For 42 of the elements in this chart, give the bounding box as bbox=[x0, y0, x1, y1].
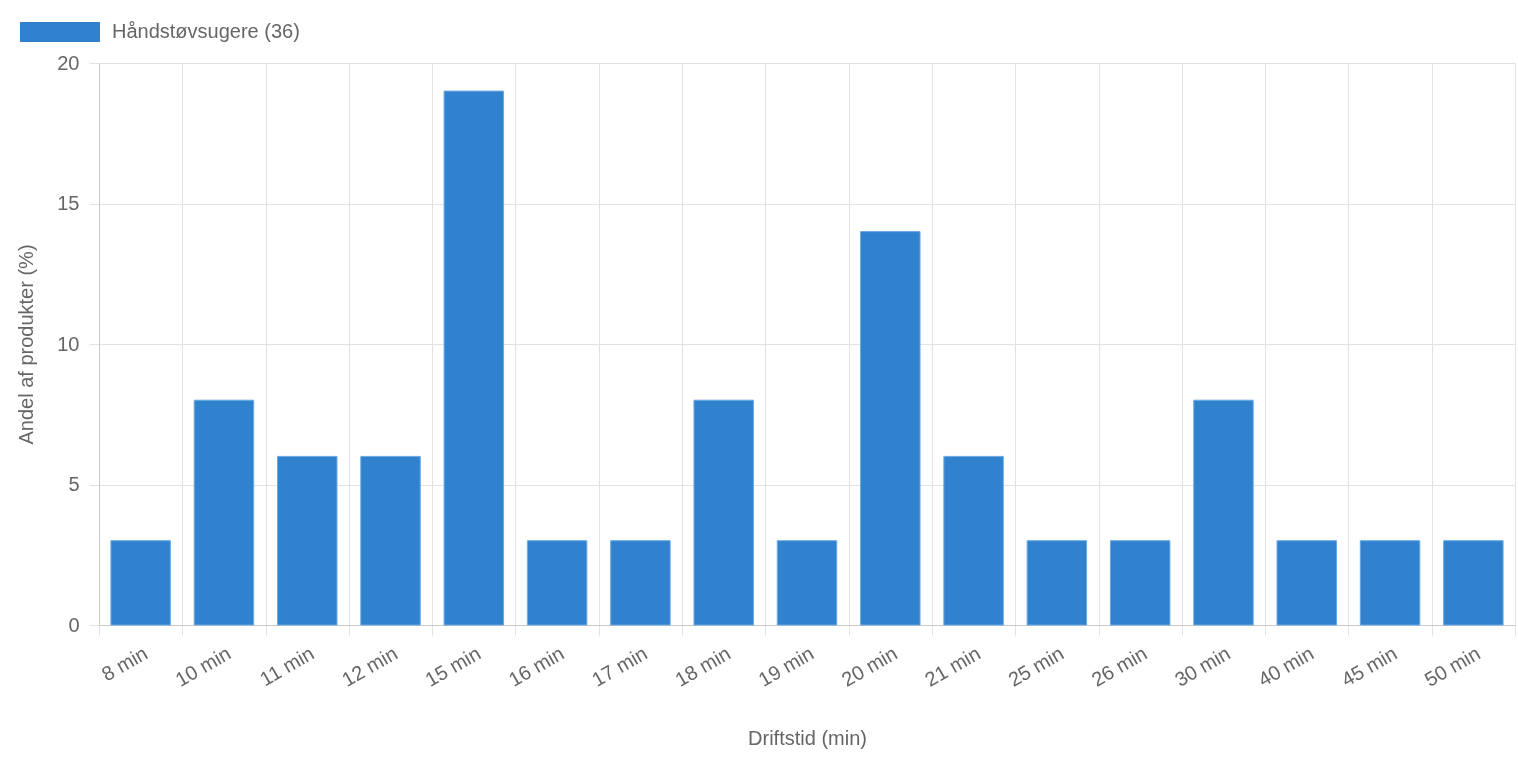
bar bbox=[610, 540, 671, 626]
bar bbox=[1359, 540, 1421, 626]
x-tick-label: 25 min bbox=[1004, 641, 1068, 691]
y-axis-title: Andel af produkter (%) bbox=[15, 244, 38, 445]
x-tick-label: 8 min bbox=[97, 641, 152, 686]
x-tick-label: 10 min bbox=[171, 641, 235, 691]
x-tick-label: 12 min bbox=[338, 641, 402, 691]
x-tick-label: 26 min bbox=[1087, 641, 1151, 691]
y-tick-label: 15 bbox=[57, 192, 80, 214]
x-tick-label: 21 min bbox=[921, 641, 985, 691]
bar bbox=[443, 90, 505, 626]
bar bbox=[360, 455, 421, 626]
x-tick-label: 15 min bbox=[421, 641, 485, 691]
x-tick-label: 45 min bbox=[1337, 641, 1401, 691]
bar bbox=[860, 231, 921, 626]
x-tick-label: 11 min bbox=[256, 641, 318, 691]
bar bbox=[1276, 540, 1337, 626]
bar bbox=[776, 540, 838, 626]
bar bbox=[193, 399, 255, 626]
x-tick-label: 20 min bbox=[837, 641, 901, 691]
y-tick-label: 5 bbox=[68, 473, 80, 495]
y-tick-label: 0 bbox=[68, 613, 80, 636]
bar bbox=[526, 540, 588, 626]
x-tick-label: 17 min bbox=[587, 641, 651, 691]
bar bbox=[277, 455, 338, 626]
x-tick-label: 16 min bbox=[504, 641, 568, 691]
bar bbox=[693, 399, 754, 626]
x-tick-label: 18 min bbox=[671, 641, 735, 691]
bar bbox=[110, 540, 171, 626]
bar bbox=[1443, 540, 1504, 626]
bar bbox=[1193, 399, 1254, 626]
x-tick-label: 40 min bbox=[1254, 641, 1318, 691]
y-tick-label: 20 bbox=[57, 51, 80, 74]
x-tick-label: 50 min bbox=[1420, 641, 1484, 691]
x-tick-label: 30 min bbox=[1170, 641, 1234, 691]
x-tick-label: 19 min bbox=[754, 641, 818, 691]
legend-label: Håndstøvsugere (36) bbox=[112, 20, 300, 42]
y-tick-label: 10 bbox=[57, 332, 80, 355]
bar bbox=[1026, 540, 1088, 626]
bar bbox=[943, 455, 1004, 626]
x-axis-title: Driftstid (min) bbox=[748, 726, 867, 749]
bar bbox=[1109, 540, 1171, 626]
